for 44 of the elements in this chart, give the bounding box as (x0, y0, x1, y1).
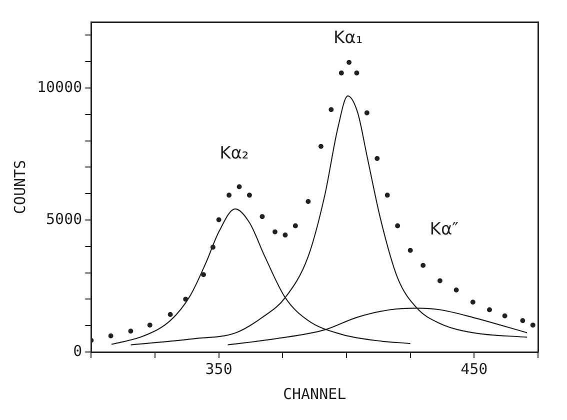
y-tick-label: 10000 (37, 78, 82, 96)
x-axis-title: CHANNEL (282, 384, 346, 403)
annotation: Kα₂ (220, 143, 249, 164)
point (128, 328, 134, 334)
point (470, 300, 476, 305)
point (420, 262, 426, 268)
point (384, 192, 390, 198)
point (147, 322, 152, 328)
point (502, 313, 508, 318)
point (354, 70, 360, 76)
point (437, 278, 442, 284)
point (395, 223, 400, 228)
point (236, 184, 242, 190)
point (216, 217, 222, 222)
point (226, 192, 232, 198)
point (260, 214, 265, 220)
point (201, 272, 206, 278)
point (520, 318, 526, 324)
annotation: Kα″ (430, 219, 459, 240)
point (454, 287, 459, 292)
y-tick-label: 5000 (46, 210, 82, 228)
point (346, 60, 352, 65)
point (292, 223, 298, 228)
point (318, 144, 324, 149)
point (210, 244, 216, 250)
point (328, 107, 334, 112)
point (272, 229, 278, 234)
x-tick-label: 450 (460, 360, 488, 378)
point (374, 156, 380, 161)
y-axis-title: COUNTS (10, 160, 29, 214)
point (364, 110, 370, 116)
point (282, 232, 288, 238)
point (338, 70, 344, 76)
y-tick-label: 0 (73, 342, 82, 360)
point (408, 248, 413, 253)
point (486, 307, 492, 312)
x-tick-label: 350 (205, 360, 232, 378)
point (168, 312, 173, 318)
point (246, 192, 252, 198)
point (530, 322, 536, 328)
point (306, 199, 311, 204)
annotation: Kα₁ (334, 28, 363, 48)
point (183, 296, 188, 302)
point (108, 333, 114, 338)
